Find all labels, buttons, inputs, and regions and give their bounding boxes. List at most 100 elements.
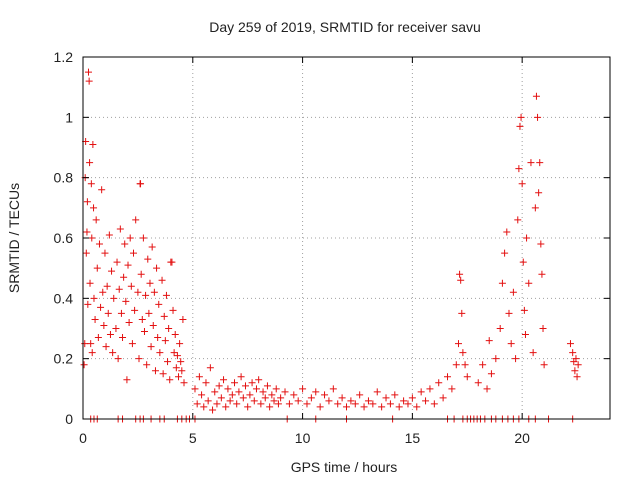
- data-point: [180, 379, 188, 387]
- data-point: [128, 340, 136, 348]
- data-point: [113, 258, 121, 266]
- data-point: [501, 249, 509, 257]
- data-point: [103, 282, 111, 290]
- data-point: [268, 391, 276, 399]
- data-point: [126, 234, 134, 242]
- data-point: [259, 388, 267, 396]
- data-point: [512, 355, 520, 363]
- data-point: [487, 370, 495, 378]
- data-point: [239, 394, 247, 402]
- data-point: [534, 113, 542, 121]
- y-axis-label: SRMTID / TECUs: [6, 183, 22, 293]
- data-point: [408, 394, 416, 402]
- y-tick-label: 0.6: [54, 230, 74, 246]
- data-point: [127, 282, 135, 290]
- data-point: [573, 373, 581, 381]
- data-point: [99, 288, 107, 296]
- data-point: [204, 397, 212, 405]
- x-tick-label: 0: [79, 430, 87, 446]
- y-tick-label: 0.8: [54, 170, 74, 186]
- data-point: [523, 234, 531, 242]
- x-tick-label: 15: [405, 430, 421, 446]
- data-point: [538, 270, 546, 278]
- data-point: [307, 394, 315, 402]
- data-point: [535, 189, 543, 197]
- data-point: [509, 288, 517, 296]
- data-point: [272, 385, 280, 393]
- data-point: [164, 358, 172, 366]
- data-point: [87, 340, 95, 348]
- data-point: [209, 406, 217, 414]
- x-axis-label: GPS time / hours: [291, 459, 398, 475]
- data-point: [125, 318, 133, 326]
- data-point: [250, 397, 258, 405]
- data-point: [94, 334, 102, 342]
- data-point: [179, 315, 187, 323]
- data-point: [90, 204, 98, 212]
- data-point: [338, 394, 346, 402]
- data-point: [566, 340, 574, 348]
- data-point: [539, 325, 547, 332]
- data-point: [85, 77, 93, 85]
- data-point: [531, 204, 539, 212]
- data-point: [202, 379, 210, 387]
- grid-layer: [83, 57, 610, 419]
- data-point: [226, 397, 234, 405]
- data-point: [142, 291, 150, 299]
- data-point: [123, 376, 131, 384]
- y-tick-label: 0.2: [54, 351, 74, 367]
- data-point: [518, 180, 526, 188]
- data-point: [161, 337, 169, 345]
- data-point: [439, 394, 447, 402]
- data-point: [175, 373, 183, 381]
- data-point: [255, 376, 263, 384]
- data-point: [131, 306, 139, 314]
- data-point: [122, 297, 130, 305]
- data-point: [119, 334, 127, 342]
- data-point: [132, 216, 140, 224]
- data-point: [159, 370, 167, 378]
- data-point: [93, 264, 101, 272]
- data-point: [321, 391, 329, 399]
- data-point: [257, 400, 265, 408]
- data-point: [519, 258, 527, 266]
- data-point: [166, 376, 174, 384]
- data-point: [574, 361, 582, 369]
- data-point: [474, 379, 482, 387]
- data-point: [274, 400, 282, 408]
- data-point: [252, 385, 260, 393]
- data-point: [191, 385, 199, 393]
- data-point: [391, 391, 399, 399]
- data-point: [290, 391, 298, 399]
- data-point: [316, 403, 324, 411]
- data-point: [88, 234, 96, 242]
- data-point: [213, 400, 221, 408]
- data-point: [364, 397, 372, 405]
- data-point: [83, 228, 91, 236]
- data-point: [356, 391, 364, 399]
- data-point: [228, 391, 236, 399]
- data-point: [452, 361, 460, 369]
- data-point: [400, 397, 408, 405]
- data-point: [521, 331, 529, 339]
- data-point: [220, 376, 228, 384]
- data-point: [148, 243, 156, 251]
- data-point: [270, 397, 278, 405]
- data-point: [149, 321, 157, 329]
- data-point: [505, 309, 513, 317]
- data-point: [198, 391, 206, 399]
- data-point: [386, 400, 394, 408]
- data-point: [143, 361, 151, 369]
- data-point: [515, 165, 523, 173]
- data-point: [88, 349, 96, 357]
- data-point: [170, 349, 178, 357]
- data-point: [138, 315, 146, 323]
- data-point: [382, 394, 390, 402]
- data-point: [569, 349, 577, 357]
- data-point: [233, 400, 241, 408]
- data-point: [303, 400, 311, 408]
- data-point: [498, 279, 506, 287]
- data-point: [458, 309, 466, 317]
- data-point: [430, 400, 438, 408]
